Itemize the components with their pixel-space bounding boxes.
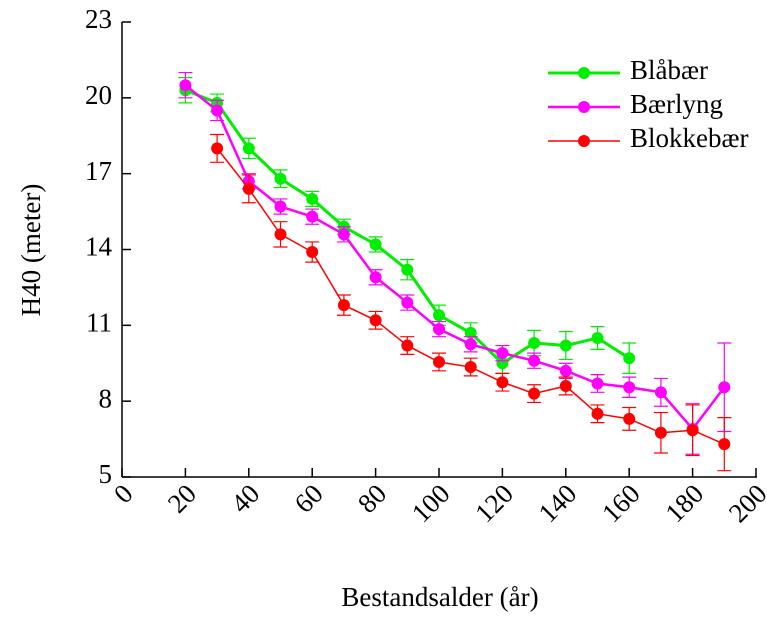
x-tick-label: 200 bbox=[723, 478, 767, 528]
point bbox=[274, 172, 287, 185]
point bbox=[401, 339, 414, 352]
point bbox=[369, 271, 382, 284]
x-tick-label: 80 bbox=[352, 478, 392, 518]
point bbox=[623, 412, 636, 425]
point bbox=[306, 210, 319, 223]
point bbox=[528, 354, 541, 367]
point bbox=[591, 407, 604, 420]
point bbox=[718, 381, 731, 394]
legend-label: Blåbær bbox=[630, 55, 708, 85]
point bbox=[559, 339, 572, 352]
point bbox=[369, 238, 382, 251]
legend-marker bbox=[578, 135, 590, 147]
point bbox=[464, 326, 477, 339]
point bbox=[464, 338, 477, 351]
x-tick-label: 120 bbox=[469, 478, 519, 528]
y-axis-label: H40 (meter) bbox=[16, 184, 46, 317]
point bbox=[433, 355, 445, 368]
point bbox=[528, 337, 541, 350]
point bbox=[337, 228, 350, 241]
legend-label: Blokkebær bbox=[630, 123, 749, 153]
point bbox=[528, 387, 541, 400]
point bbox=[559, 380, 572, 392]
point bbox=[464, 361, 477, 374]
point bbox=[654, 386, 667, 399]
y-tick-label: 17 bbox=[85, 156, 112, 186]
x-tick-label: 100 bbox=[406, 478, 456, 528]
point bbox=[559, 364, 572, 377]
point bbox=[369, 314, 382, 327]
x-tick-label: 20 bbox=[162, 478, 202, 518]
series-line bbox=[184, 88, 631, 366]
point bbox=[496, 347, 509, 360]
point bbox=[718, 438, 731, 451]
point bbox=[433, 309, 445, 322]
x-axis-label: Bestandsalder (år) bbox=[341, 582, 538, 612]
point bbox=[623, 381, 636, 394]
point bbox=[179, 79, 192, 92]
x-tick-label: 40 bbox=[225, 478, 265, 518]
point bbox=[686, 424, 699, 437]
point bbox=[591, 377, 604, 390]
point bbox=[654, 426, 667, 439]
point bbox=[211, 142, 224, 155]
point bbox=[306, 192, 319, 205]
series-line bbox=[216, 147, 725, 445]
y-tick-label: 14 bbox=[85, 232, 113, 262]
x-tick-label: 160 bbox=[596, 478, 646, 528]
point bbox=[274, 228, 287, 241]
point bbox=[401, 296, 414, 309]
legend-label: Bærlyng bbox=[630, 89, 723, 119]
point bbox=[242, 142, 255, 155]
x-tick-label: 60 bbox=[289, 478, 329, 518]
x-tick-label: 140 bbox=[533, 478, 583, 528]
point bbox=[433, 323, 445, 336]
legend-marker bbox=[578, 101, 590, 113]
x-tick-label: 180 bbox=[659, 478, 709, 528]
point bbox=[211, 104, 224, 117]
point bbox=[337, 299, 350, 312]
legend-marker bbox=[578, 67, 590, 79]
y-tick-label: 20 bbox=[85, 80, 112, 110]
y-tick-label: 23 bbox=[85, 4, 112, 34]
point bbox=[591, 331, 604, 344]
y-tick-label: 11 bbox=[86, 308, 112, 338]
point bbox=[401, 263, 414, 276]
point bbox=[496, 376, 509, 389]
point bbox=[306, 246, 319, 259]
y-tick-label: 8 bbox=[99, 383, 113, 413]
x-tick-label: 0 bbox=[108, 478, 139, 509]
point bbox=[242, 182, 255, 195]
point bbox=[274, 200, 287, 213]
y-tick-label: 5 bbox=[99, 459, 113, 489]
point bbox=[623, 352, 636, 365]
